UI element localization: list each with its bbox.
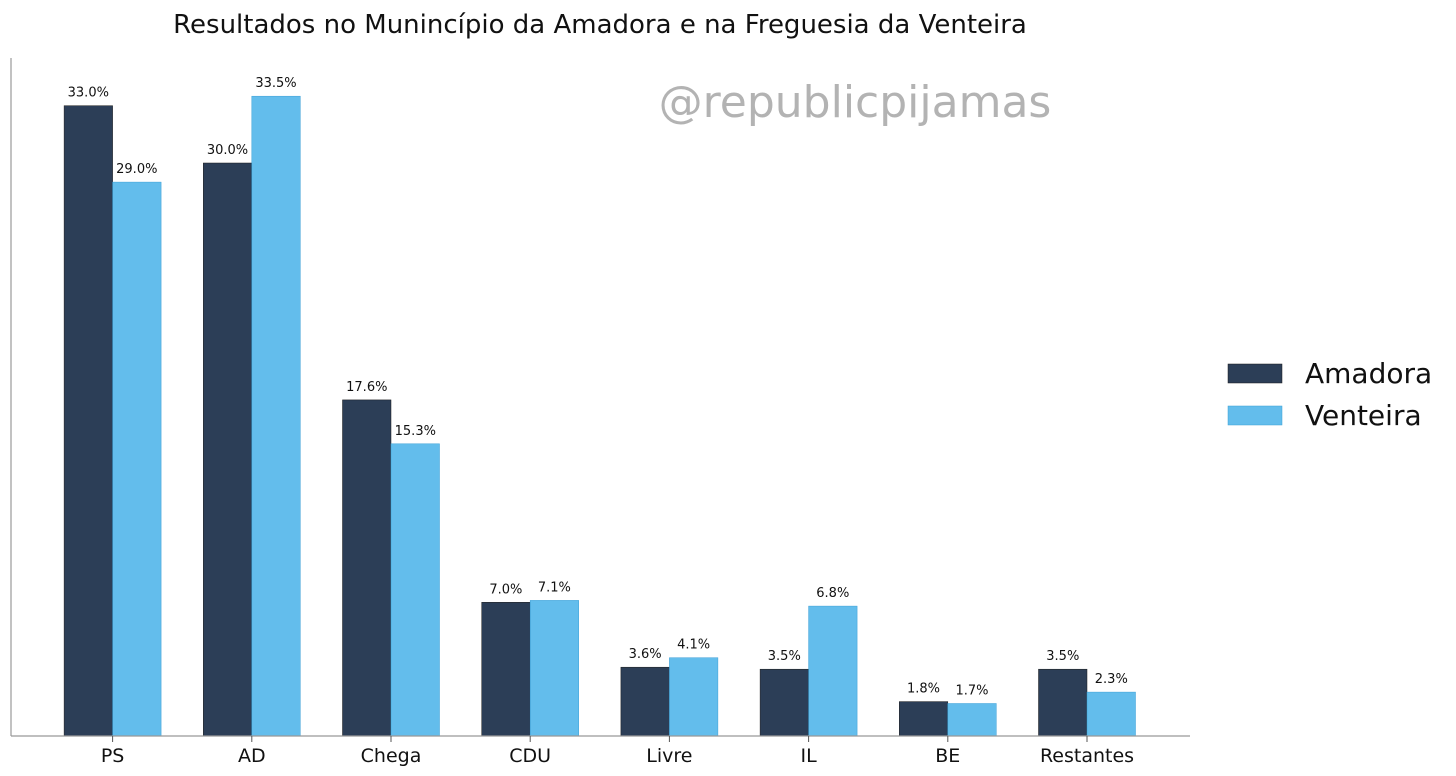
data-label-amadora-il: 3.5% [768, 649, 801, 664]
x-tick-label-be: BE [935, 745, 960, 767]
bar-amadora-be [899, 701, 949, 737]
legend-label-venteira: Venteira [1305, 399, 1422, 432]
x-tick-label-restantes: Restantes [1040, 745, 1134, 767]
data-label-amadora-livre: 3.6% [629, 647, 662, 662]
x-tick-label-ad: AD [238, 745, 266, 767]
data-label-venteira-chega: 15.3% [395, 424, 436, 439]
data-label-amadora-ps: 33.0% [68, 86, 109, 101]
x-tick-label-il: IL [800, 745, 817, 767]
data-label-venteira-livre: 4.1% [677, 638, 710, 653]
bar-venteira-livre [669, 657, 719, 737]
bar-amadora-cdu [481, 602, 531, 737]
data-label-amadora-be: 1.8% [907, 682, 940, 697]
bar-venteira-chega [390, 443, 440, 737]
bar-venteira-restantes [1086, 691, 1136, 737]
legend-label-amadora: Amadora [1305, 357, 1432, 390]
bar-amadora-ps [63, 105, 113, 737]
data-label-amadora-restantes: 3.5% [1046, 649, 1079, 664]
bar-venteira-ad [251, 95, 301, 737]
bar-amadora-ad [203, 162, 253, 737]
x-tick-label-livre: Livre [646, 745, 692, 767]
bar-amadora-chega [342, 399, 392, 737]
data-label-venteira-il: 6.8% [816, 586, 849, 601]
data-label-venteira-be: 1.7% [955, 684, 988, 699]
data-label-venteira-ps: 29.0% [116, 162, 157, 177]
bar-venteira-ps [112, 181, 162, 737]
x-tick-label-cdu: CDU [509, 745, 551, 767]
bar-amadora-livre [620, 666, 670, 737]
bar-venteira-be [947, 703, 997, 737]
bars-layer [63, 95, 1136, 737]
x-tick-label-ps: PS [101, 745, 125, 767]
data-label-venteira-restantes: 2.3% [1095, 672, 1128, 687]
chart-title: Resultados no Munincípio da Amadora e na… [173, 10, 1027, 40]
data-label-amadora-chega: 17.6% [346, 380, 387, 395]
watermark-text: @republicpijamas [659, 77, 1052, 128]
data-label-venteira-cdu: 7.1% [538, 580, 571, 595]
x-ticks: PS AD Chega CDU Livre IL BE Restantes [101, 736, 1134, 767]
data-label-amadora-cdu: 7.0% [489, 582, 522, 597]
bar-venteira-cdu [529, 600, 579, 737]
bar-amadora-restantes [1038, 668, 1088, 737]
data-label-amadora-ad: 30.0% [207, 143, 248, 158]
data-label-venteira-ad: 33.5% [255, 76, 296, 91]
labels-layer: 33.0% 29.0% 30.0% 33.5% 17.6% 15.3% 7.0% 7.1% 3.… [68, 76, 1128, 698]
legend: Amadora Venteira [1227, 357, 1432, 432]
legend-swatch-amadora [1227, 363, 1283, 384]
legend-swatch-venteira [1227, 405, 1283, 426]
x-tick-label-chega: Chega [361, 745, 422, 767]
bar-amadora-il [759, 668, 809, 737]
bar-venteira-il [808, 605, 858, 737]
